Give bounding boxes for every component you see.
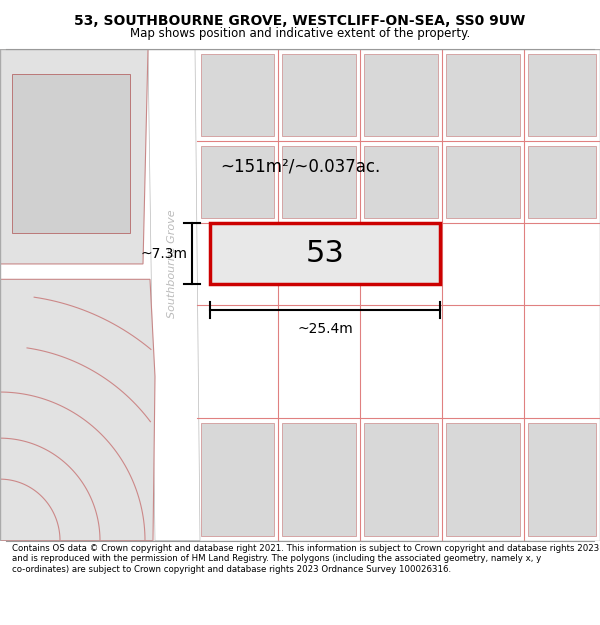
Polygon shape: [148, 49, 200, 541]
Text: 53, SOUTHBOURNE GROVE, WESTCLIFF-ON-SEA, SS0 9UW: 53, SOUTHBOURNE GROVE, WESTCLIFF-ON-SEA,…: [74, 14, 526, 28]
Bar: [201, 146, 274, 218]
Bar: [446, 54, 520, 136]
Bar: [201, 422, 274, 536]
Text: ~7.3m: ~7.3m: [140, 247, 187, 261]
Bar: [364, 54, 438, 136]
Bar: [12, 74, 130, 233]
Bar: [528, 54, 596, 136]
Bar: [446, 146, 520, 218]
Bar: [528, 422, 596, 536]
Bar: [201, 54, 274, 136]
Bar: [364, 422, 438, 536]
Text: Southbourne Grove: Southbourne Grove: [167, 209, 177, 318]
Text: 53: 53: [305, 239, 344, 268]
Polygon shape: [0, 49, 148, 264]
Bar: [282, 146, 356, 218]
Text: Map shows position and indicative extent of the property.: Map shows position and indicative extent…: [130, 28, 470, 41]
Text: ~25.4m: ~25.4m: [297, 322, 353, 336]
Bar: [282, 422, 356, 536]
Text: ~151m²/~0.037ac.: ~151m²/~0.037ac.: [220, 158, 380, 176]
Bar: [282, 54, 356, 136]
Text: Contains OS data © Crown copyright and database right 2021. This information is : Contains OS data © Crown copyright and d…: [12, 544, 599, 574]
Bar: [446, 422, 520, 536]
Bar: [364, 146, 438, 218]
Bar: [210, 223, 440, 284]
Bar: [528, 146, 596, 218]
Polygon shape: [0, 279, 155, 541]
